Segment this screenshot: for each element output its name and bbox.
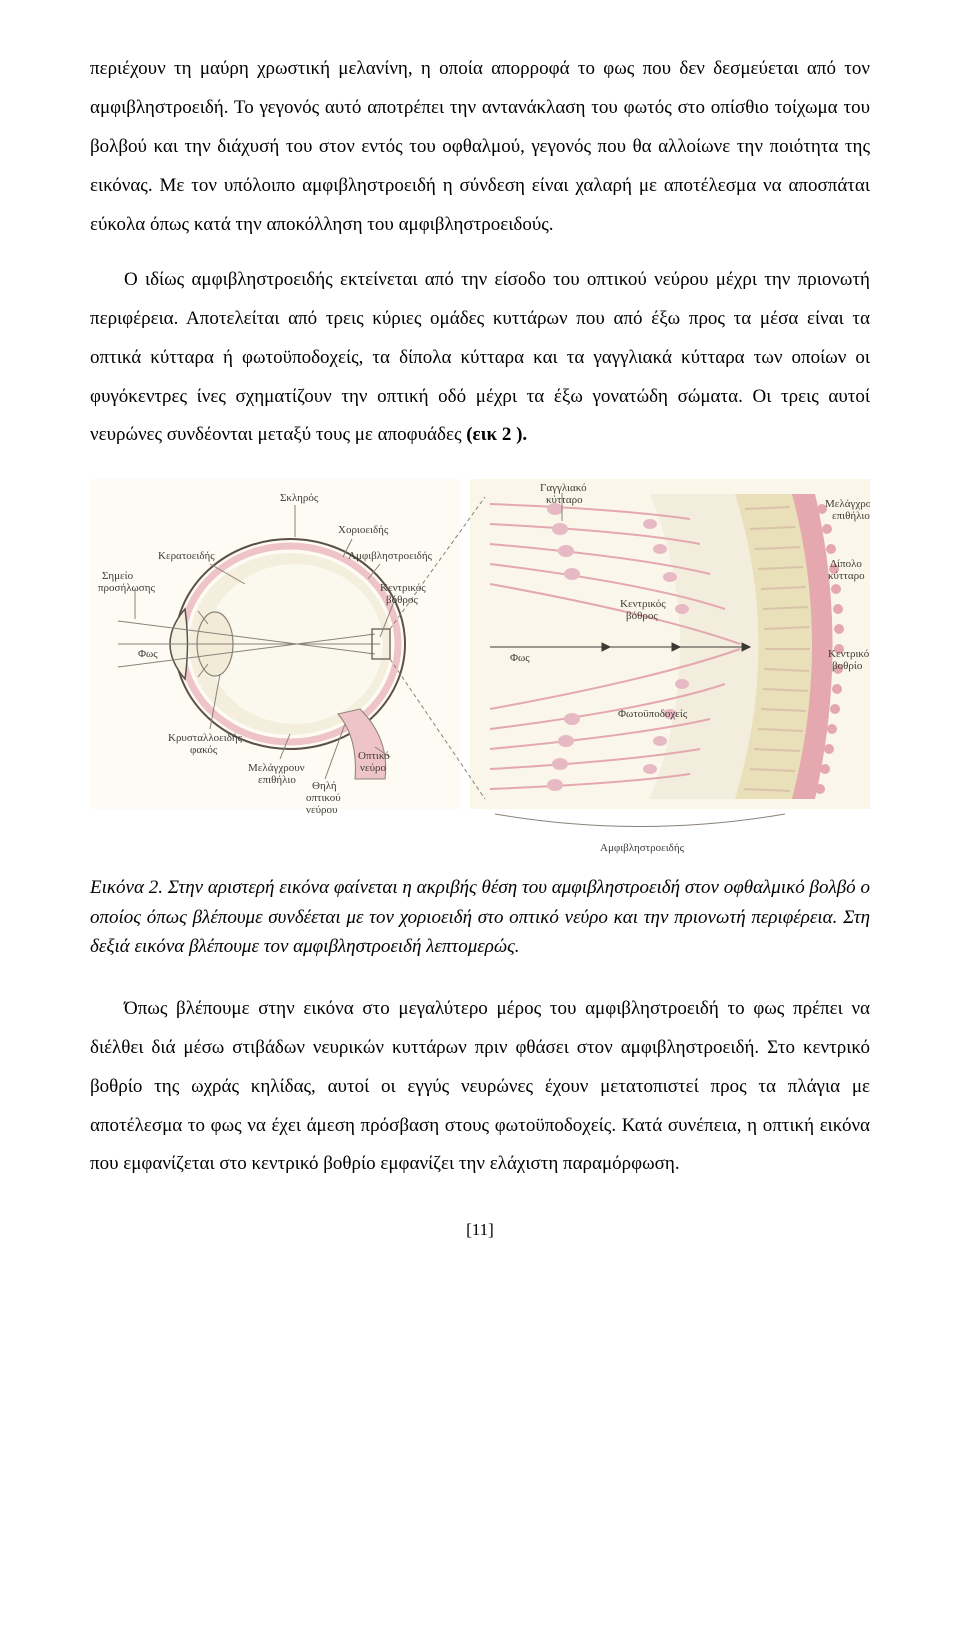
lbl-kentrikos-r: Κεντρικός: [620, 598, 666, 610]
paragraph-2-text: Ο ιδίως αμφιβληστροειδής εκτείνεται από …: [90, 269, 870, 446]
lbl-thili-2: οπτικού: [306, 792, 341, 804]
figure-2-caption: Εικόνα 2. Στην αριστερή εικόνα φαίνεται …: [90, 873, 870, 961]
svg-text:κύτταρο: κύτταρο: [828, 570, 865, 582]
lbl-melag-1: Μελάγχρουν: [248, 762, 305, 774]
paragraph-2-ref: (εικ 2 ).: [466, 424, 527, 445]
lbl-keratoeidis: Κερατοειδής: [158, 550, 215, 562]
lbl-thili-1: Θηλή: [312, 780, 337, 792]
lbl-optiko-2: νεύρο: [360, 762, 387, 774]
lbl-kentrikob: Κεντρικό: [828, 648, 870, 660]
lbl-simeio-1: Σημείο: [102, 570, 134, 582]
lbl-kentr-2: βόθρος: [386, 594, 418, 606]
lbl-xorio: Χοριοειδής: [338, 524, 389, 536]
lbl-kentr-1: Κεντρικός: [380, 582, 426, 594]
paragraph-1: περιέχουν τη μαύρη χρωστική μελανίνη, η …: [90, 50, 870, 245]
svg-text:βοθρίο: βοθρίο: [832, 660, 863, 672]
paragraph-3: Όπως βλέπουμε στην εικόνα στο μεγαλύτερο…: [90, 990, 870, 1185]
lbl-kryst-2: φακός: [190, 744, 218, 756]
lbl-amfi: Αμφιβληστροειδής: [348, 550, 433, 562]
lbl-kryst-1: Κρυσταλλοειδής: [168, 732, 243, 744]
lbl-thili-3: νεύρου: [306, 804, 338, 816]
svg-text:βόθρος: βόθρος: [626, 610, 658, 622]
lbl-dipolo: Δίπολο: [830, 558, 862, 570]
page-number: [11]: [90, 1220, 870, 1240]
lbl-simeio-2: προσήλωσης: [98, 582, 155, 594]
lbl-skleros: Σκληρός: [280, 492, 319, 504]
lbl-fotoypo: Φωτοϋποδοχείς: [618, 708, 688, 720]
caption-prefix: Εικόνα 2.: [90, 877, 168, 898]
paragraph-2: Ο ιδίως αμφιβληστροειδής εκτείνεται από …: [90, 261, 870, 456]
svg-text:κύτταρο: κύτταρο: [546, 494, 583, 506]
lbl-melag-2: επιθήλιο: [258, 774, 296, 786]
lbl-fos-r: Φως: [510, 652, 530, 664]
lbl-gagliako: Γαγγλιακό: [540, 482, 587, 494]
caption-body: Στην αριστερή εικόνα φαίνεται η ακριβής …: [90, 877, 870, 957]
svg-text:επιθήλιο: επιθήλιο: [832, 510, 870, 522]
lbl-fos: Φως: [138, 648, 158, 660]
figure-2-svg: Σκληρός Κερατοειδής Σημείο προσήλωσης Φω…: [90, 479, 870, 859]
lbl-melag-r1: Μελάγχρουν: [825, 498, 870, 510]
lbl-amfi-r: Αμφιβληστροειδής: [600, 842, 685, 854]
lbl-optiko-1: Οπτικό: [358, 750, 390, 762]
figure-2: Σκληρός Κερατοειδής Σημείο προσήλωσης Φω…: [90, 479, 870, 859]
